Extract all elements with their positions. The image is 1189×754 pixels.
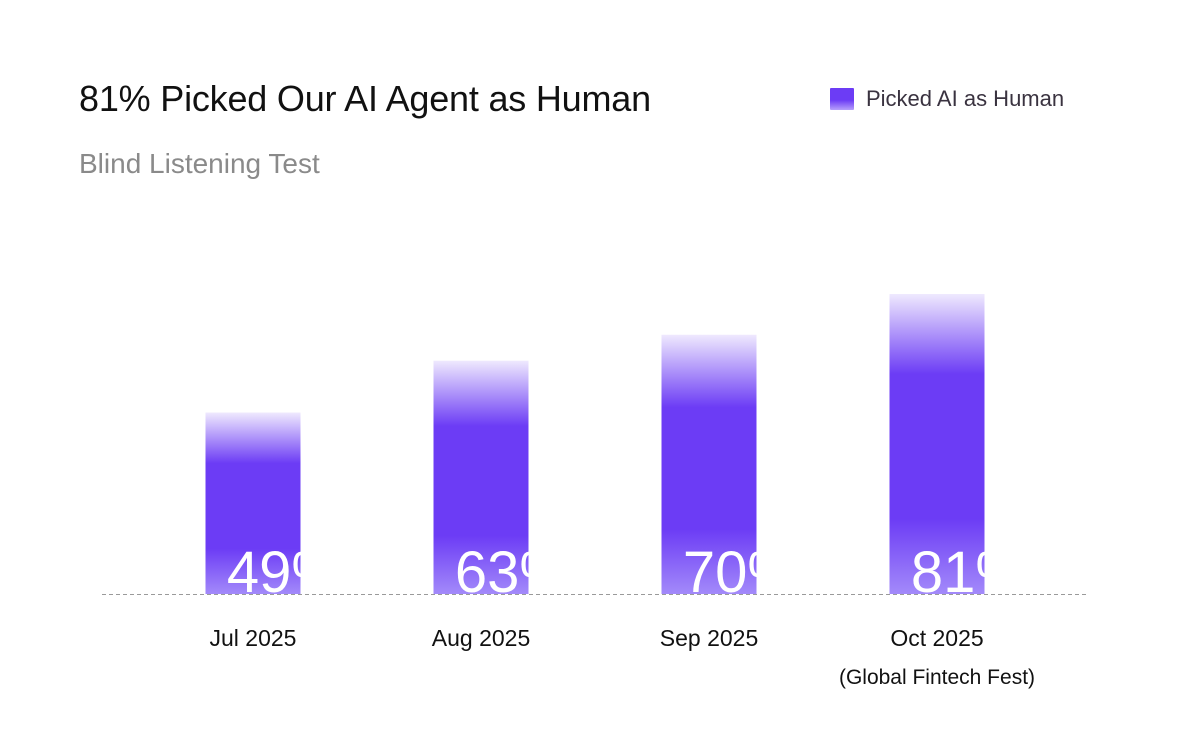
value-label: 81% — [911, 540, 1027, 605]
bar-oct-2025 — [889, 294, 985, 594]
x-tick-label: Sep 2025 — [660, 625, 758, 651]
bars-layer — [205, 294, 985, 594]
labels-layer: 49% Jul 2025 63% Aug 2025 70% Sep 2025 81% Oct … — [210, 540, 1036, 689]
value-label: 63% — [455, 540, 571, 605]
bar-sep-2025 — [661, 334, 757, 594]
bar-aug-2025 — [433, 360, 529, 594]
legend-label: Picked AI as Human — [866, 86, 1065, 111]
x-tick-label: Jul 2025 — [210, 625, 297, 651]
chart-subtitle: Blind Listening Test — [79, 148, 320, 179]
x-tick-label: Oct 2025 — [890, 625, 983, 651]
value-label: 49% — [227, 540, 343, 605]
value-label: 70% — [683, 540, 799, 605]
x-tick-label: Aug 2025 — [432, 625, 530, 651]
legend-swatch — [830, 88, 854, 110]
x-tick-note: (Global Fintech Fest) — [839, 666, 1035, 689]
legend: Picked AI as Human — [830, 86, 1064, 112]
chart-title: 81% Picked Our AI Agent as Human — [79, 78, 651, 119]
bar-jul-2025 — [205, 412, 301, 594]
